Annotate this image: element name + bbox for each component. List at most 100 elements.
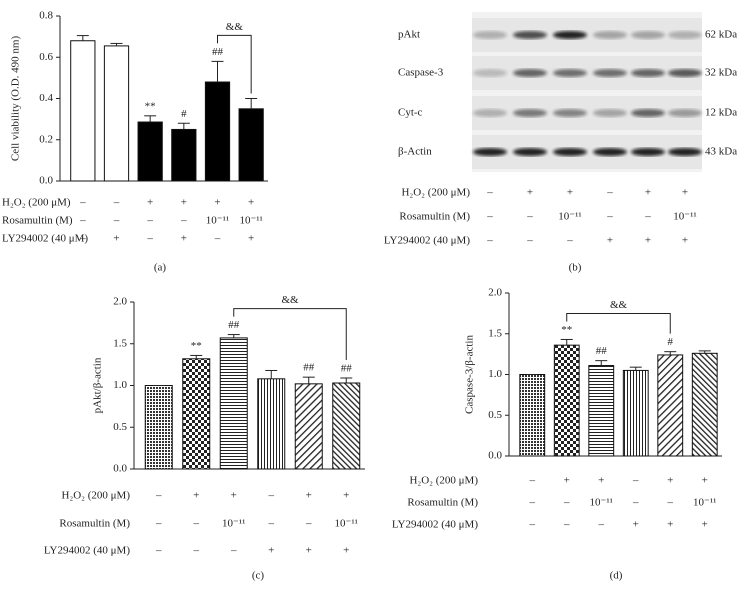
row-cell: –	[113, 197, 120, 209]
row-cell: –	[563, 519, 570, 531]
bar	[137, 121, 163, 182]
row-cell: +	[598, 475, 604, 487]
bar	[257, 378, 286, 470]
row-cell: +	[633, 519, 639, 531]
row-label: Rosamultin (M)	[407, 497, 478, 509]
blot-label: Cyt-c	[398, 107, 423, 119]
bar	[519, 374, 546, 457]
bar	[144, 385, 173, 470]
significance: ##	[228, 319, 240, 331]
significance: ##	[341, 363, 353, 375]
row-cell: +	[645, 187, 651, 199]
significance: ##	[303, 362, 315, 374]
row-cell: +	[181, 233, 187, 245]
row-cell: –	[193, 518, 200, 530]
bar	[70, 40, 96, 182]
row-cell: –	[566, 235, 573, 247]
row-cell: –	[529, 475, 536, 487]
row-label: Rosamultin (M)	[399, 211, 470, 223]
row-label: H₂O₂ (200 μM)	[2, 197, 71, 209]
bar	[691, 352, 718, 457]
blot-band	[513, 31, 547, 39]
row-cell: 10⁻¹¹	[590, 497, 613, 509]
row-cell: +	[343, 545, 349, 557]
row-cell: +	[667, 475, 673, 487]
row-label: H₂O₂ (200 μM)	[61, 490, 130, 502]
blot-label: Caspase-3	[398, 67, 444, 79]
blot-label: β-Actin	[398, 146, 432, 158]
row-cell: –	[79, 215, 86, 227]
bracket	[217, 34, 252, 94]
row-label: Rosamultin (M)	[2, 215, 73, 227]
significance: ##	[212, 46, 224, 58]
row-cell: +	[214, 197, 220, 209]
blot-band	[553, 69, 587, 77]
row-cell: –	[598, 519, 605, 531]
bracket	[566, 312, 671, 334]
row-cell: –	[632, 475, 639, 487]
row-cell: 10⁻¹¹	[335, 518, 358, 530]
y-axis-label: pAkt/β-actin	[92, 357, 104, 413]
row-cell: –	[193, 545, 200, 557]
significance: #	[181, 108, 187, 120]
y-tick-label: 0.4	[39, 92, 53, 104]
row-cell: –	[667, 497, 674, 509]
blot-size: 43 kDa	[705, 146, 737, 158]
row-label: Rosamultin (M)	[59, 518, 130, 530]
row-cell: –	[526, 211, 533, 223]
bar	[553, 344, 580, 457]
row-cell: +	[567, 187, 573, 199]
y-tick-label: 1.0	[113, 379, 127, 391]
row-cell: +	[306, 490, 312, 502]
blot-band	[513, 148, 547, 156]
bar	[219, 337, 248, 470]
y-tick-label: 0.6	[39, 51, 53, 63]
y-tick-label: 1.5	[488, 327, 502, 339]
blot-size: 32 kDa	[705, 67, 737, 79]
bracket-label: &&	[281, 294, 299, 306]
row-cell: 10⁻¹¹	[558, 211, 581, 223]
blot-band	[631, 109, 665, 117]
row-cell: –	[632, 497, 639, 509]
row-cell: –	[180, 215, 187, 227]
y-tick-label: 1.0	[488, 368, 502, 380]
blot-band	[631, 69, 665, 77]
panel-label: (b)	[569, 262, 582, 274]
row-label: LY294002 (40 μM)	[2, 233, 88, 245]
row-cell: +	[607, 235, 613, 247]
row-cell: 10⁻¹¹	[222, 518, 245, 530]
y-tick-label: 0.8	[39, 10, 53, 22]
row-cell: –	[606, 187, 613, 199]
row-cell: –	[486, 211, 493, 223]
row-cell: 10⁻¹¹	[239, 215, 262, 227]
blot-band	[593, 69, 627, 77]
row-cell: –	[155, 490, 162, 502]
y-axis-label: Cell viability (O.D. 490 nm)	[10, 36, 22, 162]
blot-band	[668, 31, 702, 39]
bar	[204, 81, 231, 182]
bracket-label: &&	[610, 299, 628, 311]
row-cell: +	[682, 235, 688, 247]
bar	[332, 382, 361, 470]
row-cell: +	[268, 545, 274, 557]
row-cell: 10⁻¹¹	[673, 211, 696, 223]
blot-band	[473, 31, 507, 39]
row-cell: +	[702, 475, 708, 487]
bracket-label: &&	[226, 21, 244, 33]
row-cell: +	[306, 545, 312, 557]
row-cell: –	[305, 518, 312, 530]
blot-band	[473, 148, 507, 156]
y-tick-label: 2.0	[113, 296, 127, 308]
row-cell: +	[231, 490, 237, 502]
panel-label: (c)	[252, 570, 265, 582]
row-cell: –	[230, 545, 237, 557]
blot-band	[473, 109, 507, 117]
blot-band	[593, 148, 627, 156]
row-cell: –	[529, 519, 536, 531]
row-cell: +	[343, 490, 349, 502]
blot-band	[668, 69, 702, 77]
significance: ##	[596, 345, 608, 357]
y-tick-label: 0.5	[488, 409, 502, 421]
bar	[622, 369, 649, 457]
